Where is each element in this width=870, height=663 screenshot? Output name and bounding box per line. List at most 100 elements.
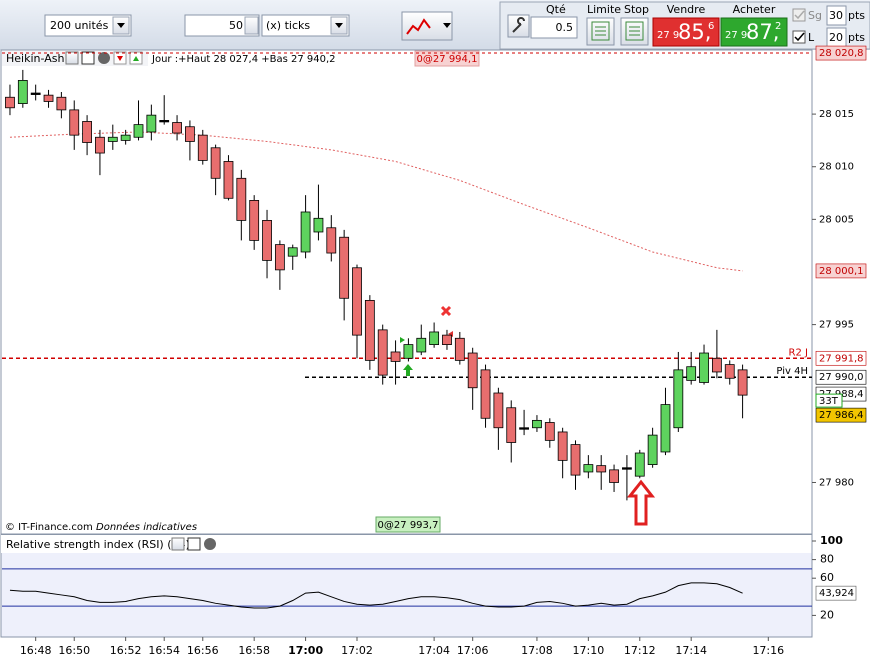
ticks-input[interactable] [184,14,260,37]
dropdown-arrow [117,23,125,28]
candle-body [557,431,568,461]
ticks-unit-select[interactable] [261,14,350,37]
order-tag-text: 0@27 993,7 [378,520,439,531]
candle-body [390,351,401,362]
candle-body [673,369,684,429]
x-tick-label: 16:50 [58,644,90,657]
qty-label: Qté [546,3,566,16]
sg-input[interactable] [826,5,847,26]
sg-label: Sg [808,9,822,22]
y-tick-label: 28 015 [819,109,854,120]
order-tag [414,50,480,67]
candle-body [339,236,350,299]
tick-counter: 33T [819,396,839,407]
x-tick-label: 16:58 [238,644,270,657]
buy-button[interactable] [720,17,788,47]
chart-title: Heikin-Ashi [6,52,68,65]
candle-body [287,247,298,257]
disclaimer: Données indicatives [96,521,197,533]
rsi-y-tick-label: 80 [820,553,834,566]
x-tick-label: 17:16 [752,644,784,657]
candle-body [686,366,697,381]
candle-body [43,94,54,102]
x-tick-label: 17:12 [624,644,656,657]
price-tag [815,350,867,366]
x-tick-label: 17:04 [418,644,450,657]
candle-body [274,244,285,271]
x-tick-label: 17:08 [521,644,553,657]
order-tag [375,516,441,533]
settings-icon[interactable] [65,51,79,65]
window-icon[interactable] [81,51,95,65]
candle-body [352,267,362,336]
buy-price-prefix: 27 9 [725,30,747,41]
rsi-y-tick-label: 100 [820,534,843,547]
close-icon[interactable] [204,538,216,550]
x-tick-label: 17:02 [341,644,373,657]
y-tick-label: 27 980 [819,477,854,488]
x-tick-label: 16:56 [187,644,219,657]
candle-body [609,469,619,483]
limit-label: Limite [587,3,621,16]
candle-body [532,419,542,429]
arrow [133,56,139,61]
quantity-select[interactable] [44,14,132,37]
x-tick-label: 16:48 [20,644,52,657]
candle-body [300,211,311,253]
buy-label: Acheter [733,3,776,16]
candle-body [146,114,157,133]
candle-body [364,299,375,361]
price-tag [815,263,867,279]
sg-checkbox[interactable] [792,8,806,22]
copyright: © IT-Finance.com [5,522,93,533]
candle-body [480,369,491,419]
candle-body [159,120,170,123]
dropdown-arrow [443,23,451,28]
level-label: Piv 4H [776,366,808,377]
candle-body [467,352,478,389]
x-tick-label: 17:14 [675,644,707,657]
rsi-value-tag [815,585,857,601]
x-tick-label: 16:54 [148,644,180,657]
candle-body [223,161,234,199]
sell-price-main: 85, [678,20,711,44]
l-unit: pts [848,31,865,44]
price-panel [0,49,813,535]
icon [591,21,610,41]
spinner[interactable] [244,16,259,35]
price-tag-label: 28 020,8 [819,48,864,59]
candle-body [17,80,28,104]
candle-body [377,329,388,376]
candle-body [416,337,427,353]
l-checkbox[interactable] [792,30,806,44]
candle-body [172,122,182,134]
candle-body [69,109,80,136]
settings-icon[interactable] [171,537,185,551]
candle-body [493,392,504,429]
candle-body [197,134,208,161]
tick-counter-box [815,393,843,408]
signal-marker [400,337,405,343]
sell-button[interactable] [652,17,720,47]
sell-price-suffix: 6 [708,21,714,32]
rsi-y-tick-label: 60 [820,571,834,584]
y-tick-label: 27 995 [819,320,854,331]
sell-price-prefix: 27 9 [657,30,679,41]
chart-type-button[interactable] [401,11,453,41]
level-label: R2 J [789,347,808,358]
close-icon[interactable] [98,52,110,64]
x-tick-label: 17:00 [288,644,323,657]
candle-body [5,96,15,109]
price-tag [815,407,867,423]
entry-arrow [403,364,413,376]
exit-marker [440,305,452,317]
chart-info: Jour :+Haut 28 027,4 +Bas 27 940,2 [151,54,336,65]
candle-body [262,220,272,261]
candle-body [82,121,92,143]
y-tick-label: 28 010 [819,162,854,173]
qty-input[interactable] [530,16,578,39]
candle-body [583,464,594,473]
window-icon[interactable] [187,537,201,551]
icon [406,18,431,35]
